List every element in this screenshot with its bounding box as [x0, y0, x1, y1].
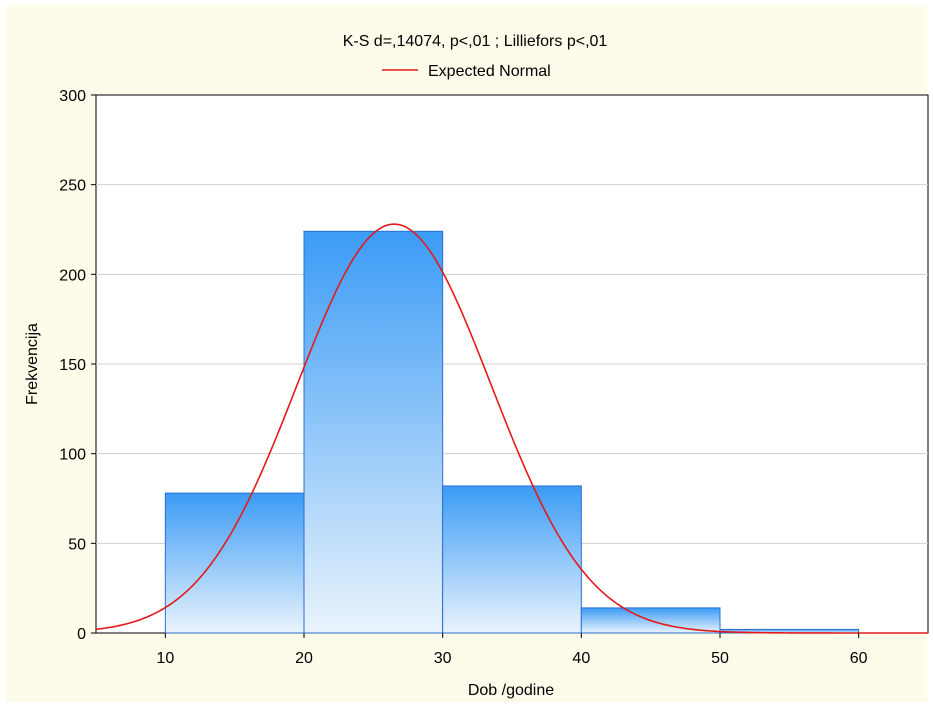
x-axis-ticks: 10 20 30 40 50 60: [156, 633, 868, 667]
histogram-bars: [164, 230, 860, 634]
legend-label: Expected Normal: [428, 63, 551, 80]
chart-title: K-S d=,14074, p<,01 ; Lilliefors p<,01: [343, 33, 608, 50]
x-tick-label: 50: [711, 650, 729, 667]
x-tick-label: 40: [572, 650, 590, 667]
y-tick-label: 150: [59, 357, 86, 374]
x-axis-title: Dob /godine: [468, 682, 554, 699]
x-tick-label: 30: [434, 650, 452, 667]
y-tick-label: 100: [59, 447, 86, 464]
expected-normal-curve: [95, 223, 928, 634]
y-tick-label: 50: [68, 536, 86, 553]
y-tick-label: 250: [59, 178, 86, 195]
y-tick-label: 200: [59, 267, 86, 284]
histogram-bar: [303, 230, 444, 634]
histogram-bar: [442, 485, 582, 634]
y-tick-label: 0: [77, 626, 86, 643]
grid-lines: [96, 184, 928, 544]
histogram-bar: [164, 492, 305, 634]
x-tick-label: 10: [156, 650, 174, 667]
x-tick-label: 20: [295, 650, 313, 667]
y-tick-label: 300: [59, 88, 86, 105]
y-axis-ticks: 0 50 100 150 200 250 300: [59, 88, 96, 643]
x-tick-label: 60: [850, 650, 868, 667]
y-axis-title: Frekvencija: [24, 323, 41, 405]
